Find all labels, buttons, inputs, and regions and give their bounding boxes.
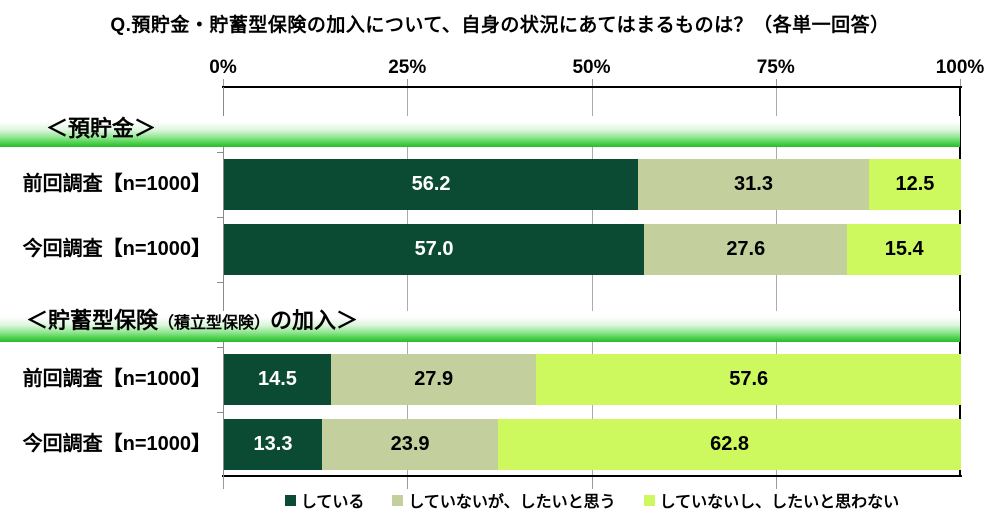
bar-segment-value: 14.5 <box>224 354 331 405</box>
section-gradient-band <box>0 116 960 147</box>
legend-label: していないが、したいと思う <box>408 494 616 511</box>
legend-swatch-icon <box>392 494 404 506</box>
section-header: ＜預貯金＞ <box>46 111 156 143</box>
category-tick-mark <box>217 152 223 153</box>
gridline <box>407 87 408 476</box>
plot-top-border <box>222 86 962 88</box>
section-header-subtext: （積立型保険） <box>158 315 271 332</box>
plot-left-axis <box>223 87 224 477</box>
bar-segment-value: 15.4 <box>847 224 961 275</box>
stacked-bar: 14.5 27.9 57.6 <box>224 354 961 405</box>
stacked-bar: 57.0 27.6 15.4 <box>224 224 961 275</box>
section-header-text: ＜貯蓄型保険 <box>26 308 159 333</box>
chart-title: Q.預貯金・貯蓄型保険の加入について、自身の状況にあてはまるものは？（各単一回答… <box>110 15 890 36</box>
x-axis-tick-label: 100% <box>935 57 985 78</box>
legend-item: している <box>284 488 365 512</box>
legend-label: している <box>300 494 365 511</box>
x-axis-tick-label: 75% <box>756 57 795 78</box>
x-axis-bottom-tick-mark <box>775 477 777 489</box>
x-axis-tick-label: 0% <box>209 57 237 78</box>
row-label: 今回調査【n=1000】 <box>22 238 211 260</box>
section-gradient-band <box>0 311 960 342</box>
bar-segment-value: 23.9 <box>322 419 499 470</box>
bar-segment-value: 13.3 <box>224 419 323 470</box>
category-tick-mark <box>217 217 223 218</box>
legend: している していないが、したいと思う していないし、したいと思わない <box>223 489 961 511</box>
bar-segment-value: 57.6 <box>536 354 961 405</box>
bar-segment-value: 12.5 <box>868 159 961 210</box>
x-axis-bottom-tick-mark <box>591 477 593 489</box>
legend-item: していないし、したいと思わない <box>643 488 900 512</box>
x-axis-tick-label: 50% <box>572 57 611 78</box>
x-axis-tick-label: 25% <box>388 57 427 78</box>
gridline <box>776 87 777 476</box>
bar-segment-value: 57.0 <box>224 224 645 275</box>
x-axis-bottom-tick-mark <box>223 477 224 489</box>
section-header-text: ＜預貯金＞ <box>46 116 157 141</box>
category-tick-mark <box>217 347 223 348</box>
bar-segment-value: 62.8 <box>498 419 961 470</box>
bar-segment-value: 31.3 <box>638 159 869 210</box>
row-label: 今回調査【n=1000】 <box>22 433 211 455</box>
plot-bottom-border <box>222 475 962 477</box>
legend-swatch-icon <box>284 494 296 506</box>
section-header: ＜貯蓄型保険（積立型保険）の加入＞ <box>26 303 358 335</box>
section-header-text: の加入＞ <box>270 308 359 333</box>
row-label: 前回調査【n=1000】 <box>22 368 211 390</box>
x-axis-bottom-tick-mark <box>407 477 409 489</box>
bar-segment-value: 27.9 <box>330 354 537 405</box>
row-label: 前回調査【n=1000】 <box>22 173 211 195</box>
bar-segment-value: 27.6 <box>644 224 848 275</box>
stacked-bar: 13.3 23.9 62.8 <box>224 419 961 470</box>
category-tick-mark <box>217 282 223 283</box>
legend-swatch-icon <box>643 494 655 506</box>
plot-right-border <box>959 87 961 477</box>
legend-label: していないし、したいと思わない <box>659 494 900 511</box>
gridline <box>592 87 593 476</box>
bar-segment-value: 56.2 <box>224 159 639 210</box>
legend-item: していないが、したいと思う <box>392 488 616 512</box>
stacked-bar: 56.2 31.3 12.5 <box>224 159 961 210</box>
category-tick-mark <box>217 412 223 413</box>
